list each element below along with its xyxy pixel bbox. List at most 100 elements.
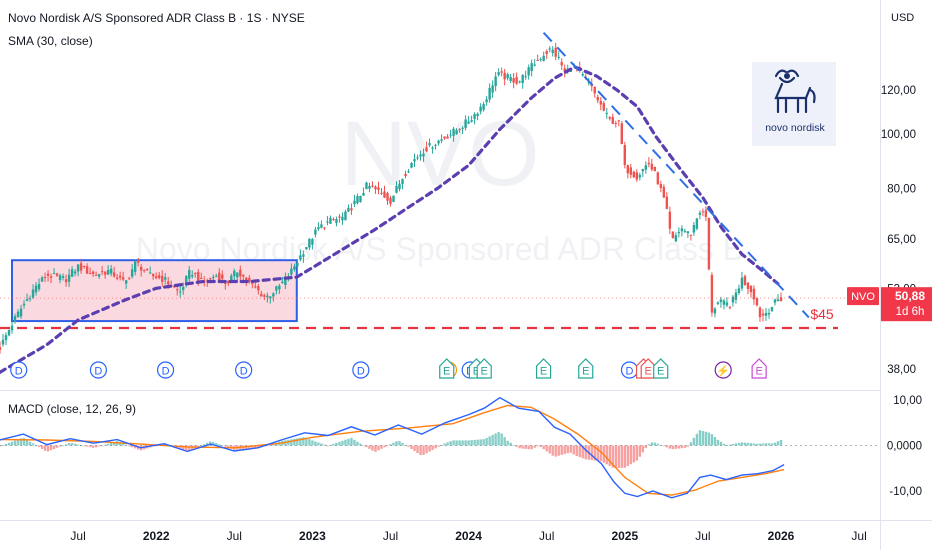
candle-body [422,153,425,157]
macd-histogram-bar [542,445,545,450]
candle-body [359,195,362,203]
price-tick-label: 38,00 [887,364,916,376]
candle-body [127,278,131,280]
candle-body [76,264,80,272]
macd-histogram-bar [434,445,437,449]
candle-body [461,127,464,129]
candle-body [263,295,266,297]
macd-histogram-bar [707,432,711,446]
candle-body [25,299,29,301]
candle-body [79,263,83,271]
macd-histogram-bar [461,440,464,446]
macd-histogram-bar [103,444,107,446]
macd-histogram-bar [52,445,56,450]
macd-histogram-bar [55,445,59,448]
candle-body [689,234,693,236]
macd-histogram-bar [200,445,203,447]
macd-histogram-bar [689,442,693,446]
candle-body [752,288,756,300]
candle-body [443,136,446,139]
currency-label[interactable]: USD [891,12,915,24]
candle-body [563,68,566,72]
candle-body [386,192,389,201]
candle-body [130,269,134,277]
macd-histogram-bar [608,445,611,466]
macd-histogram-bar [764,443,768,446]
candle-body [428,143,431,146]
candle-body [296,262,299,267]
macd-histogram-bar [293,438,296,446]
macd-histogram-bar [464,440,467,446]
candle-body [542,55,545,61]
macd-histogram-bar [82,445,86,447]
support-label: $45 [810,306,834,322]
candle-body [725,302,729,306]
macd-histogram-bar [599,445,602,462]
candle-body [40,277,44,282]
candle-body [599,100,602,105]
last-price-value: 50,88 [895,289,925,303]
macd-histogram-bar [124,444,128,446]
candle-body [22,303,26,306]
candle-body [323,227,326,229]
candle-body [185,276,188,284]
macd-histogram-bar [515,445,518,447]
macd-histogram-bar [31,443,35,446]
macd-histogram-bar [254,445,257,449]
macd-histogram-bar [269,444,272,446]
macd-histogram-bar [317,442,320,446]
candle-body [698,212,702,215]
macd-histogram-bar [127,445,131,447]
price-axis: 120,00100,0080,0065,0053,0049,0038,00NVO… [847,85,932,498]
macd-histogram-bar [4,443,8,446]
candle-body [521,74,524,84]
candle-body [482,104,485,110]
macd-histogram-bar [731,444,735,446]
candle-body [770,307,774,311]
event-label: ⚡ [716,365,730,378]
earnings-event-icon [535,358,552,379]
candle-body [506,74,509,79]
macd-histogram-bar [335,442,338,446]
candle-body [728,307,732,309]
macd-histogram-bar [572,445,575,455]
candle-body [374,186,377,190]
candle-body [332,219,335,221]
candle-body [58,275,62,281]
candle-body [617,120,620,122]
candle-body [191,274,194,277]
macd-histogram-bar [0,445,2,447]
candle-body [398,183,401,189]
candle-body [236,272,239,278]
candle-body [710,274,714,313]
macd-histogram-bar [386,445,389,447]
macd-histogram-bar [7,442,11,446]
macd-histogram-bar [491,434,494,446]
macd-histogram-bar [37,445,41,448]
macd-histogram-bar [70,443,74,446]
candle-body [518,81,521,83]
macd-histogram-bar [581,445,584,459]
candle-body [545,51,548,55]
candle-body [230,275,233,280]
macd-histogram-bar [25,439,29,446]
macd-histogram-bar [61,445,65,447]
candle-body [52,273,56,275]
macd-histogram-bar [206,442,209,446]
macd-histogram-bar [638,445,642,457]
macd-histogram-bar [130,445,134,448]
macd-histogram-bar [398,441,401,446]
candle-body [587,82,590,84]
macd-histogram-bar [383,445,386,448]
candle-body [341,216,344,221]
macd-histogram-bar [380,445,383,449]
candle-body [245,277,248,281]
candle-body [233,270,236,277]
macd-histogram-bar [626,445,630,467]
sma-legend[interactable]: SMA (30, close) [8,34,93,48]
macd-histogram-bar [91,445,95,448]
macd-histogram-bar [377,445,380,451]
macd-histogram-bar [410,445,413,449]
event-label: E [540,366,547,378]
macd-histogram-bar [743,442,747,446]
